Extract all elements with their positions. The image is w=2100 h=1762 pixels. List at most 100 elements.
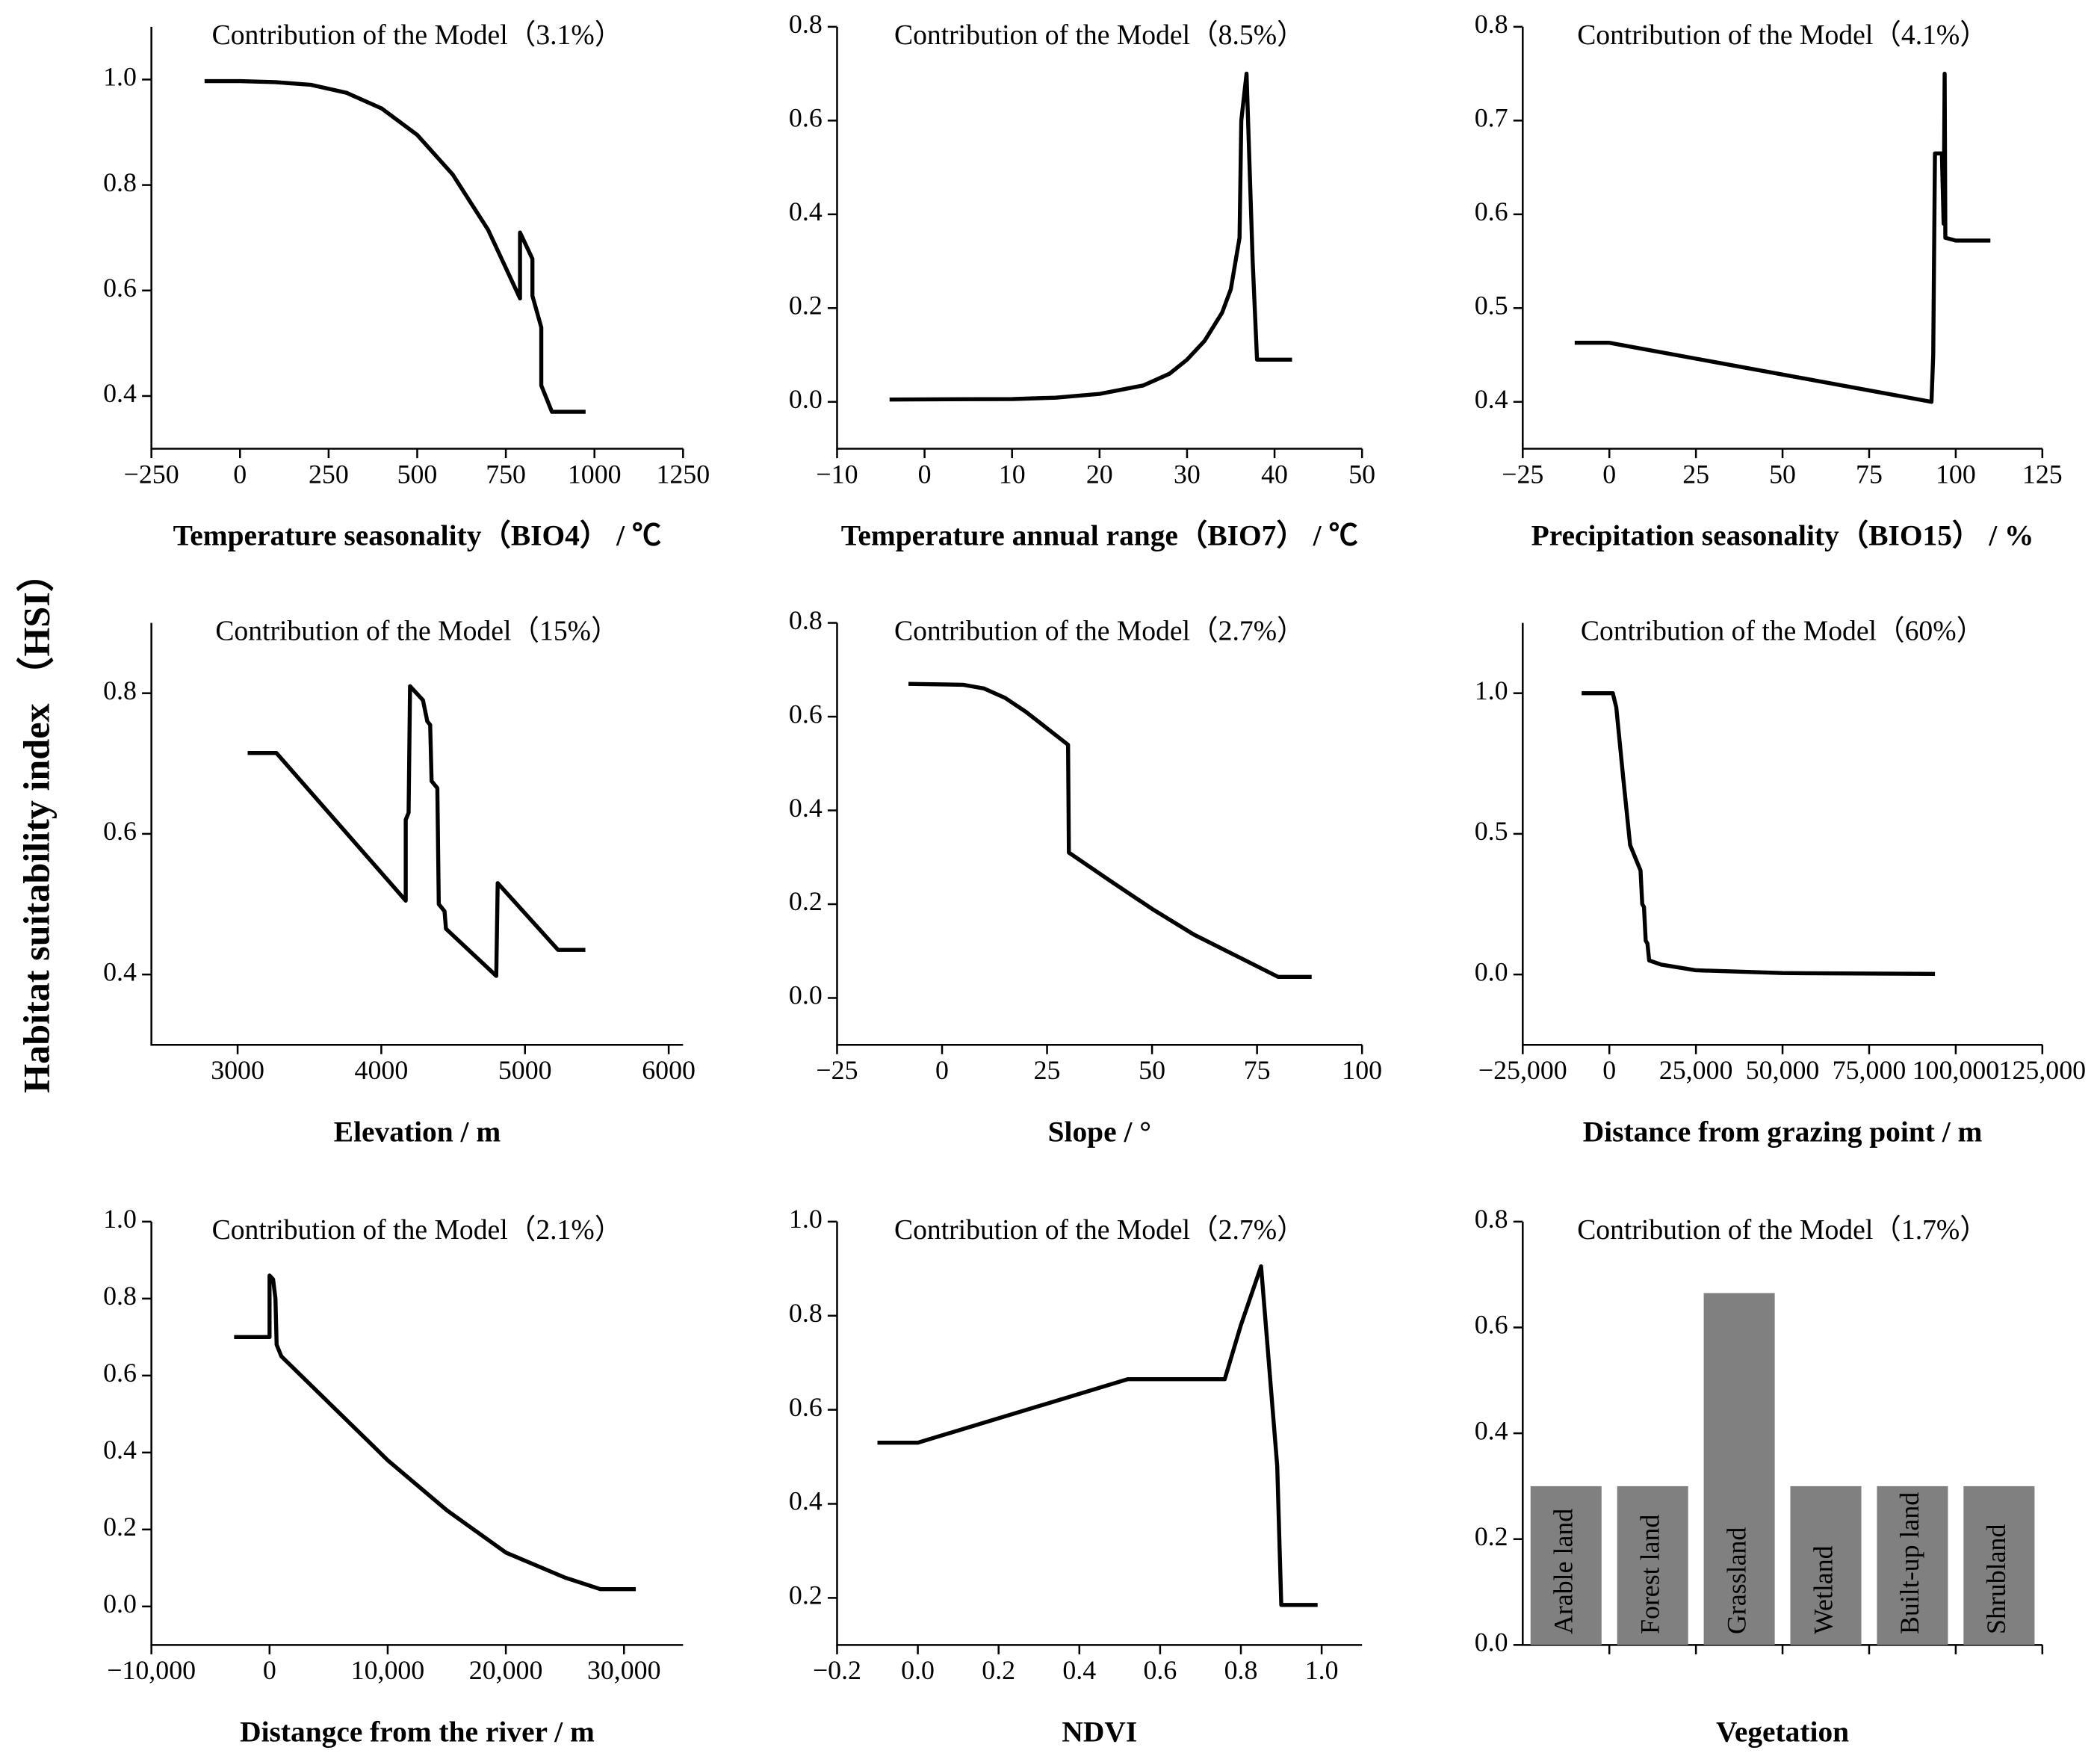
- bar: [1703, 1293, 1775, 1645]
- x-tick-label: 0.8: [1224, 1655, 1258, 1685]
- category-label: Shrubland: [1981, 1524, 2011, 1634]
- y-tick-label: 0.4: [789, 1486, 823, 1516]
- y-tick-label: 0.6: [103, 273, 137, 303]
- x-axis-label: Distance from grazing point / m: [1583, 1115, 1983, 1148]
- x-tick-label: 125,000: [1999, 1055, 2087, 1085]
- y-tick-label: 0.6: [1475, 197, 1508, 226]
- y-tick-label: 0.0: [789, 980, 823, 1010]
- x-tick-label: 0.4: [1062, 1655, 1096, 1685]
- chart-title: Contribution of the Model（15%）: [215, 616, 619, 647]
- chart-title: Contribution of the Model（3.1%）: [212, 19, 623, 51]
- y-tick-label: 0.6: [103, 816, 137, 846]
- y-tick-label: 0.8: [1475, 9, 1508, 39]
- category-label: Wetland: [1808, 1545, 1838, 1634]
- x-tick-label: 0: [918, 459, 932, 489]
- data-line: [908, 681, 1312, 979]
- y-tick-label: 0.4: [789, 793, 823, 823]
- bar: [1790, 1486, 1862, 1645]
- y-tick-label: 1.0: [1475, 676, 1508, 705]
- category-label: Built-up land: [1895, 1492, 1924, 1634]
- y-tick-label: 0.6: [789, 103, 823, 133]
- y-tick-label: 0.4: [1475, 384, 1508, 414]
- y-tick-label: 0.8: [103, 676, 137, 705]
- x-tick-label: −25: [816, 1055, 858, 1085]
- chart-title: Contribution of the Model（8.5%）: [894, 19, 1305, 51]
- y-tick-label: 0.8: [103, 1281, 137, 1311]
- x-axis-label: Elevation / m: [334, 1115, 501, 1148]
- x-tick-label: 75: [1244, 1055, 1271, 1085]
- chart-title: Contribution of the Model（2.1%）: [212, 1214, 623, 1246]
- x-tick-label: −250: [124, 459, 179, 489]
- chart-title: Contribution of the Model（4.1%）: [1577, 19, 1988, 51]
- y-tick-label: 0.7: [1475, 103, 1508, 133]
- x-tick-label: 50,000: [1746, 1055, 1820, 1085]
- x-axis-label: Vegetation: [1716, 1715, 1849, 1748]
- y-tick-label: 0.5: [1475, 291, 1508, 321]
- x-tick-label: 1000: [568, 459, 622, 489]
- y-tick-label: 0.4: [103, 956, 137, 986]
- x-tick-label: 1250: [656, 459, 710, 489]
- x-axis-label: Precipitation seasonality（BIO15） / %: [1531, 519, 2034, 552]
- x-tick-label: −25,000: [1478, 1055, 1567, 1085]
- y-tick-label: 0.8: [789, 1298, 823, 1328]
- x-tick-label: 20: [1086, 459, 1113, 489]
- bar: [1617, 1486, 1688, 1645]
- bar: [1530, 1486, 1602, 1645]
- y-tick-label: 0.4: [789, 197, 823, 226]
- x-tick-label: 50: [1139, 1055, 1165, 1085]
- axis-line: [150, 622, 684, 1046]
- x-tick-label: 250: [309, 459, 349, 489]
- y-tick-label: 0.6: [103, 1358, 137, 1388]
- x-tick-label: 5000: [498, 1055, 552, 1085]
- x-tick-label: 0.2: [982, 1655, 1015, 1685]
- category-label: Forest land: [1635, 1515, 1664, 1634]
- x-tick-label: 10,000: [351, 1655, 425, 1685]
- x-tick-label: 30,000: [587, 1655, 661, 1685]
- y-tick-label: 0.0: [1475, 956, 1508, 986]
- category-label: Arable land: [1548, 1509, 1578, 1634]
- y-tick-label: 1.0: [103, 62, 137, 92]
- y-tick-label: 0.0: [1475, 1627, 1508, 1657]
- x-tick-label: 500: [397, 459, 438, 489]
- axis-line: [836, 1221, 1363, 1646]
- x-tick-label: −25: [1502, 459, 1543, 489]
- chart-title: Contribution of the Model（1.7%）: [1577, 1214, 1988, 1246]
- y-tick-label: 0.2: [789, 1580, 823, 1610]
- axis-line: [150, 1221, 684, 1646]
- y-tick-label: 0.0: [103, 1589, 137, 1619]
- x-tick-label: 100: [1936, 459, 1976, 489]
- y-tick-label: 0.6: [1475, 1310, 1508, 1340]
- axis-line: [836, 622, 1363, 1046]
- category-label: Grassland: [1721, 1527, 1751, 1634]
- x-tick-label: 0: [1602, 459, 1616, 489]
- y-tick-label: 0.8: [789, 9, 823, 39]
- axis-line: [836, 26, 1363, 450]
- x-tick-label: −10: [816, 459, 858, 489]
- y-tick-label: 0.2: [1475, 1521, 1508, 1551]
- x-axis-label: NDVI: [1062, 1715, 1137, 1748]
- x-tick-label: 0: [1602, 1055, 1616, 1085]
- x-tick-label: 1.0: [1305, 1655, 1339, 1685]
- bar: [1963, 1486, 2035, 1645]
- y-tick-label: 0.2: [789, 886, 823, 916]
- x-tick-label: 100: [1342, 1055, 1382, 1085]
- y-tick-label: 1.0: [789, 1204, 823, 1234]
- x-tick-label: 0: [233, 459, 247, 489]
- x-tick-label: 0: [935, 1055, 949, 1085]
- axis-line: [150, 26, 684, 450]
- x-tick-label: 75,000: [1833, 1055, 1907, 1085]
- y-tick-label: 0.8: [789, 605, 823, 635]
- data-line: [889, 71, 1292, 402]
- x-tick-label: 20,000: [469, 1655, 543, 1685]
- x-axis-label: Temperature seasonality（BIO4） / ℃: [173, 519, 662, 552]
- y-tick-label: 0.2: [789, 291, 823, 321]
- x-tick-label: 125: [2022, 459, 2063, 489]
- x-tick-label: 6000: [642, 1055, 696, 1085]
- data-line: [234, 1273, 636, 1592]
- x-tick-label: −10,000: [107, 1655, 196, 1685]
- axis-line: [1522, 622, 2042, 1046]
- x-axis-label: Slope / °: [1048, 1115, 1151, 1148]
- axis-line: [1522, 26, 2042, 450]
- x-tick-label: 25: [1034, 1055, 1061, 1085]
